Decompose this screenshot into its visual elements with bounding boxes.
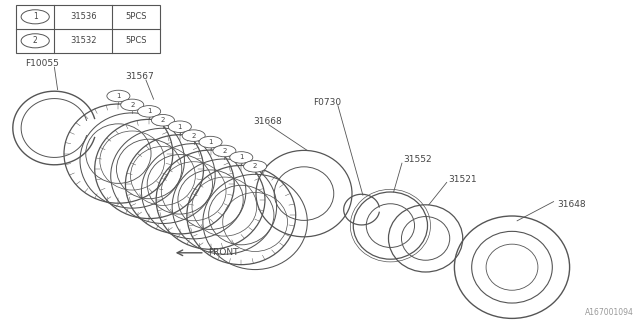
- Circle shape: [138, 106, 161, 117]
- Text: 2: 2: [222, 148, 227, 154]
- Circle shape: [213, 145, 236, 157]
- Text: A167001094: A167001094: [585, 308, 634, 317]
- Circle shape: [121, 99, 144, 111]
- Text: 1: 1: [33, 12, 38, 21]
- Text: 31536: 31536: [70, 12, 97, 21]
- Text: 1: 1: [147, 108, 152, 114]
- Circle shape: [182, 130, 205, 141]
- Text: 31521: 31521: [448, 175, 477, 184]
- Text: 5PCS: 5PCS: [125, 12, 147, 21]
- Text: F0730: F0730: [314, 98, 342, 107]
- Circle shape: [244, 161, 267, 172]
- Circle shape: [152, 115, 175, 126]
- Text: 2: 2: [33, 36, 38, 45]
- Bar: [16, 5, 160, 53]
- Text: 2: 2: [130, 102, 134, 108]
- Text: 1: 1: [177, 124, 182, 130]
- Text: 1: 1: [116, 93, 121, 99]
- Text: 31532: 31532: [70, 36, 97, 45]
- Circle shape: [199, 136, 222, 148]
- Circle shape: [230, 152, 253, 163]
- Text: 31567: 31567: [125, 72, 154, 81]
- Text: 31648: 31648: [557, 200, 586, 209]
- Text: F10055: F10055: [26, 60, 60, 68]
- Text: 2: 2: [161, 117, 165, 123]
- Text: 1: 1: [208, 139, 213, 145]
- Text: 31552: 31552: [403, 156, 432, 164]
- Text: 2: 2: [253, 163, 257, 169]
- Text: 2: 2: [191, 132, 196, 139]
- Text: 31668: 31668: [253, 117, 282, 126]
- Text: FRONT: FRONT: [208, 248, 239, 257]
- Circle shape: [107, 90, 130, 102]
- Text: 1: 1: [239, 155, 244, 160]
- Circle shape: [168, 121, 191, 132]
- Text: 5PCS: 5PCS: [125, 36, 147, 45]
